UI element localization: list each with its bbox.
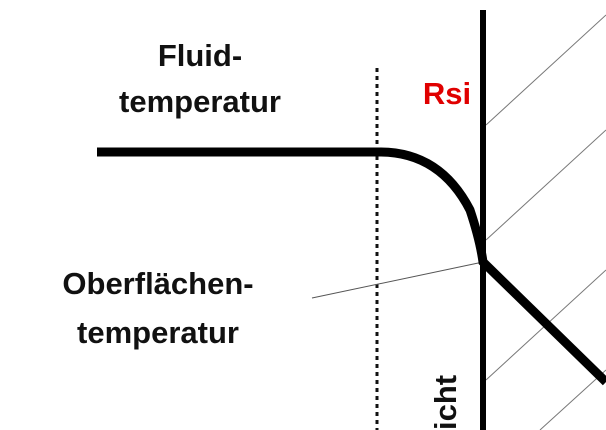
temperature-curve (97, 147, 606, 386)
hatch-line (539, 369, 606, 430)
layer-label: icht (428, 375, 463, 430)
hatch-line (485, 129, 606, 241)
resistance-label: Rsi (423, 76, 471, 111)
fluid-label: Fluid- (158, 38, 242, 73)
pointer-line (311, 261, 484, 299)
fluid-label: temperatur (119, 84, 281, 119)
hatch-line (485, 14, 606, 126)
surface-label: temperatur (77, 315, 239, 350)
surface-label: Oberflächen- (62, 266, 253, 301)
